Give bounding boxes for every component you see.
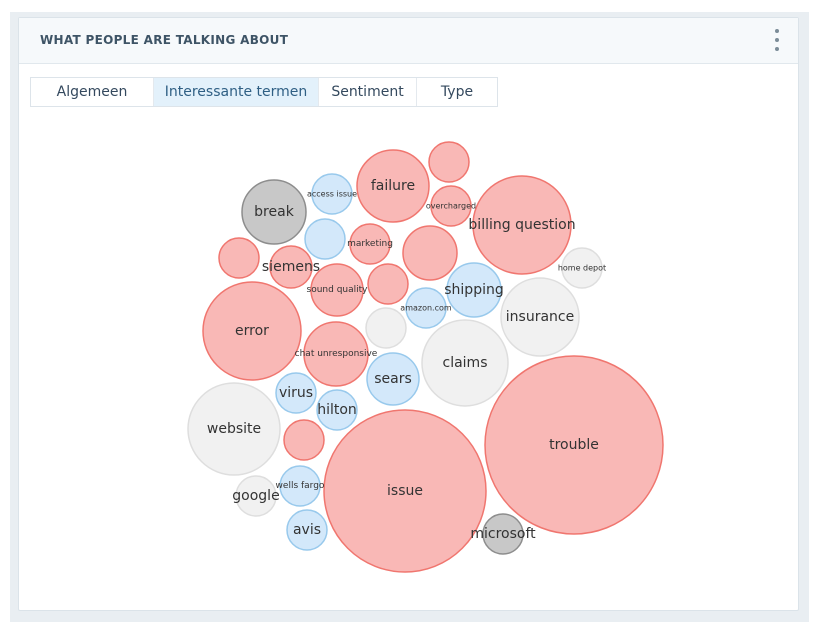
tab-interessante-termen[interactable]: Interessante termen [154, 78, 319, 106]
bubble-circle[interactable] [269, 245, 313, 289]
bubble-unlabeled-31[interactable] [365, 307, 407, 349]
bubble-circle[interactable] [218, 237, 260, 279]
bubble-access-issue[interactable]: access issue [307, 173, 357, 215]
bubble-avis[interactable]: avis [286, 509, 328, 551]
bubble-circle[interactable] [286, 509, 328, 551]
bubble-circle[interactable] [484, 355, 664, 535]
bubble-label: error [235, 323, 269, 339]
bubble-label: claims [443, 355, 488, 371]
bubble-shipping[interactable]: shipping [444, 262, 504, 318]
bubble-circle[interactable] [187, 382, 281, 476]
bubble-billing-question[interactable]: billing question [468, 175, 576, 275]
bubble-circle[interactable] [366, 352, 420, 406]
bubble-amazon-com[interactable]: amazon.com [400, 287, 452, 329]
bubble-circle[interactable] [304, 218, 346, 260]
bubble-circle[interactable] [446, 262, 502, 318]
bubble-website[interactable]: website [187, 382, 281, 476]
bubble-unlabeled-28[interactable] [367, 263, 409, 305]
bubble-label: google [232, 488, 279, 504]
bubble-circle[interactable] [472, 175, 572, 275]
bubble-siemens[interactable]: siemens [262, 245, 320, 289]
bubble-circle[interactable] [311, 173, 353, 215]
bubble-overcharged[interactable]: overcharged [426, 185, 476, 227]
bubble-sears[interactable]: sears [366, 352, 420, 406]
bubble-google[interactable]: google [232, 475, 280, 517]
bubble-label: siemens [262, 259, 320, 275]
bubble-label: microsoft [470, 526, 536, 542]
bubble-circle[interactable] [430, 185, 472, 227]
bubble-failure[interactable]: failure [356, 149, 430, 223]
bubble-label: amazon.com [400, 304, 452, 313]
bubble-label: sound quality [307, 285, 369, 295]
tab-sentiment[interactable]: Sentiment [319, 78, 417, 106]
more-vertical-icon[interactable] [770, 28, 784, 54]
bubble-circle[interactable] [367, 263, 409, 305]
bubble-claims[interactable]: claims [421, 319, 509, 407]
bubble-wells-fargo[interactable]: wells fargo [276, 465, 325, 507]
bubble-circle[interactable] [500, 277, 580, 357]
bubble-microsoft[interactable]: microsoft [470, 513, 536, 555]
bubble-hilton[interactable]: hilton [316, 389, 358, 431]
bubble-unlabeled-13[interactable] [402, 225, 458, 281]
bubble-unlabeled-26[interactable] [428, 141, 470, 183]
bubble-label: overcharged [426, 202, 476, 211]
bubble-label: wells fargo [276, 481, 325, 491]
bubble-label: insurance [506, 309, 574, 325]
bubble-error[interactable]: error [202, 281, 302, 381]
bubble-circle[interactable] [275, 372, 317, 414]
bubble-label: home depot [558, 264, 606, 273]
bubble-circle[interactable] [283, 419, 325, 461]
bubble-label: virus [279, 385, 313, 401]
bubble-label: break [254, 204, 295, 220]
bubble-insurance[interactable]: insurance [500, 277, 580, 357]
bubble-circle[interactable] [316, 389, 358, 431]
bubble-circle[interactable] [421, 319, 509, 407]
bubble-circle[interactable] [561, 247, 603, 289]
widget-header: WHAT PEOPLE ARE TALKING ABOUT [19, 18, 798, 64]
bubble-chat-unresponsive[interactable]: chat unresponsive [295, 321, 378, 387]
bubble-trouble[interactable]: trouble [484, 355, 664, 535]
bubble-break[interactable]: break [241, 179, 307, 245]
bubble-circle[interactable] [279, 465, 321, 507]
bubble-label: access issue [307, 190, 357, 199]
bubble-label: website [207, 421, 261, 437]
bubble-circle[interactable] [402, 225, 458, 281]
bubble-circle[interactable] [349, 223, 391, 265]
tab-type[interactable]: Type [417, 78, 497, 106]
bubble-circle[interactable] [356, 149, 430, 223]
bubble-label: trouble [549, 437, 599, 453]
bubble-label: chat unresponsive [295, 349, 378, 359]
bubble-sound-quality[interactable]: sound quality [307, 263, 369, 317]
bubble-label: sears [374, 371, 412, 387]
bubble-circle[interactable] [482, 513, 524, 555]
bubble-home-depot[interactable]: home depot [558, 247, 606, 289]
bubble-unlabeled-27[interactable] [218, 237, 260, 279]
bubble-label: shipping [444, 282, 503, 298]
bubble-circle[interactable] [323, 409, 487, 573]
bubble-label: billing question [468, 217, 575, 233]
widget-title: WHAT PEOPLE ARE TALKING ABOUT [40, 33, 289, 47]
bubble-circle[interactable] [241, 179, 307, 245]
bubble-circle[interactable] [235, 475, 277, 517]
bubble-issue[interactable]: issue [323, 409, 487, 573]
bubble-label: avis [293, 522, 321, 538]
bubble-circle[interactable] [310, 263, 364, 317]
bubble-unlabeled-29[interactable] [283, 419, 325, 461]
bubble-label: marketing [347, 239, 393, 249]
bubble-label: hilton [317, 402, 357, 418]
bubble-circle[interactable] [202, 281, 302, 381]
bubble-virus[interactable]: virus [275, 372, 317, 414]
bubble-circle[interactable] [428, 141, 470, 183]
bubble-marketing[interactable]: marketing [347, 223, 393, 265]
bubble-circle[interactable] [405, 287, 447, 329]
bubble-unlabeled-30[interactable] [304, 218, 346, 260]
tab-algemeen[interactable]: Algemeen [31, 78, 154, 106]
bubble-circle[interactable] [303, 321, 369, 387]
bubble-label: failure [371, 178, 415, 194]
tab-bar: Algemeen Interessante termen Sentiment T… [30, 77, 498, 107]
bubble-circle[interactable] [365, 307, 407, 349]
bubble-label: issue [387, 483, 423, 499]
